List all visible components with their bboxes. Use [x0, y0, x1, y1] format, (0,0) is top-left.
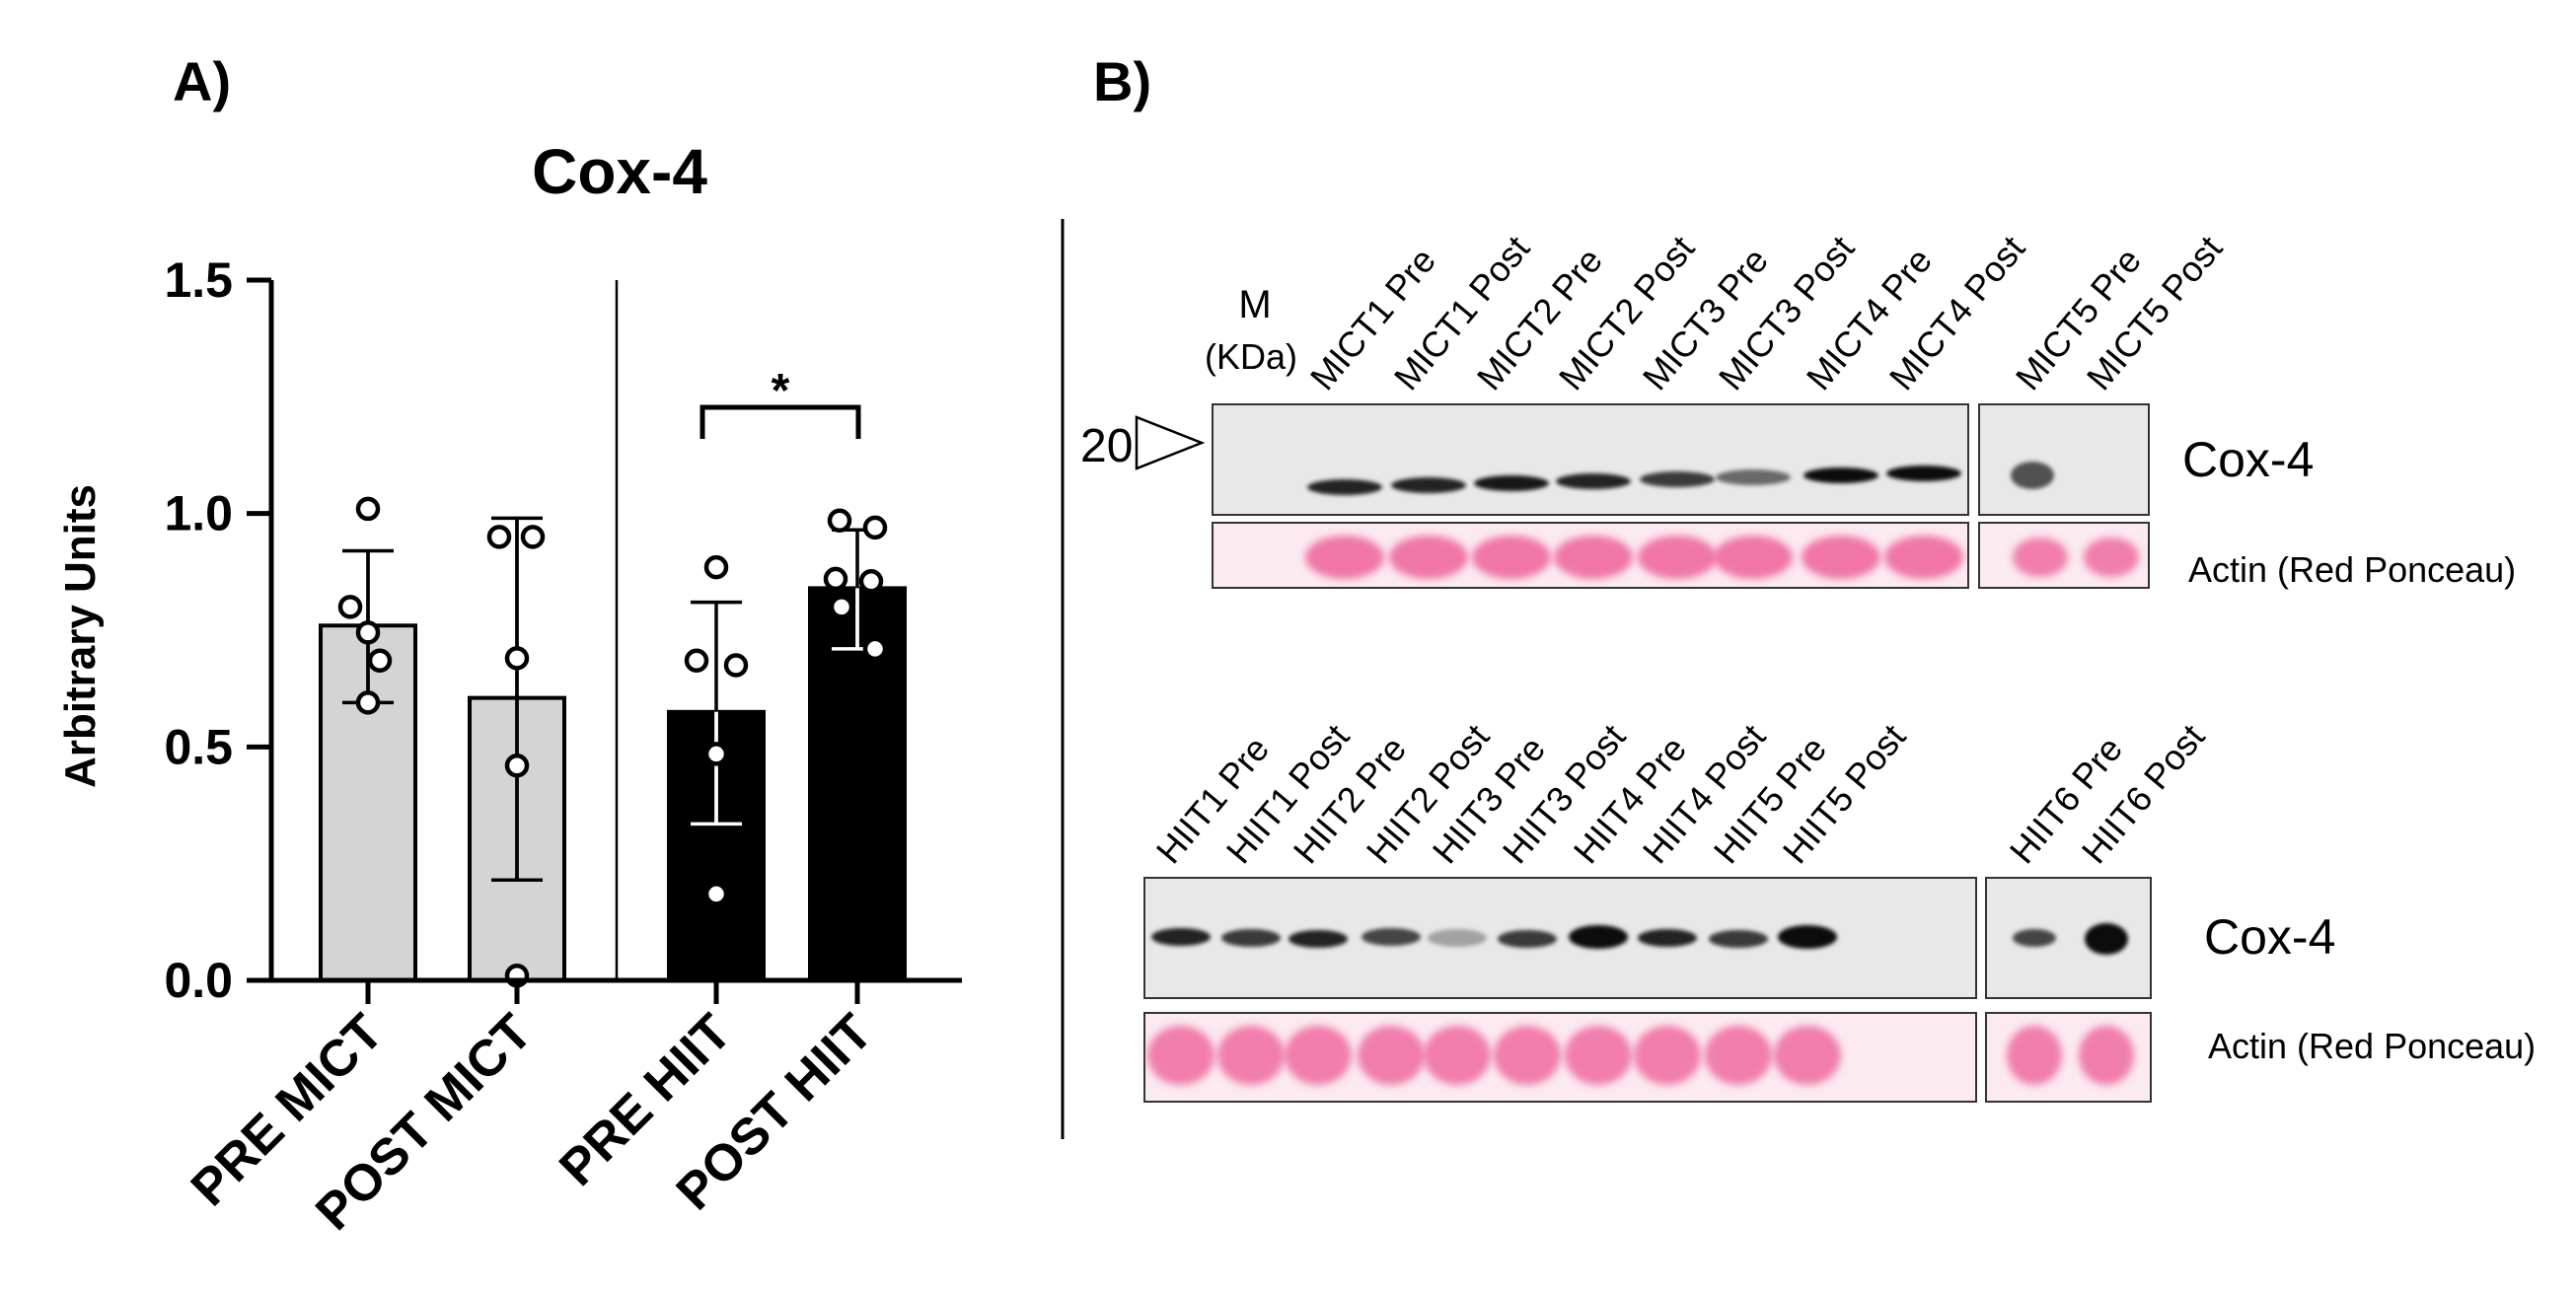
actin-band: [1305, 536, 1384, 579]
actin-band: [1285, 1026, 1352, 1085]
y-tick-label: 0.5: [164, 719, 233, 774]
actin-band: [1217, 1026, 1285, 1085]
data-point: [703, 882, 729, 906]
actin-band: [1565, 1026, 1632, 1085]
cox4-band: [1151, 928, 1211, 946]
data-point: [520, 525, 546, 549]
cox4-band: [1716, 469, 1791, 485]
actin-band: [1494, 1026, 1561, 1085]
mict-cox4-label: Cox-4: [2182, 432, 2314, 487]
data-point: [504, 646, 530, 671]
actin-band: [2013, 538, 2068, 577]
y-tick-label: 0.0: [164, 953, 233, 1008]
actin-band: [1634, 1026, 1701, 1085]
marker-label: M: [1238, 283, 1271, 326]
panel-a: A) Cox-4 Arbitrary Units 0.0 0.5 1.0 1.5 PR…: [56, 50, 962, 1242]
actin-band: [1472, 536, 1551, 579]
data-point: [684, 648, 709, 674]
cox4-band: [1803, 467, 1878, 483]
y-tick-label: 1.0: [164, 486, 233, 541]
actin-band: [1802, 536, 1880, 579]
data-point: [862, 515, 888, 540]
mict-bands: [1305, 462, 2139, 579]
y-tick-label: 1.5: [164, 252, 233, 308]
cox4-band: [1221, 929, 1281, 947]
cox4-band: [1886, 466, 1961, 481]
cox4-band: [2013, 929, 2056, 947]
panel-a-label: A): [173, 50, 231, 112]
significance-star: *: [772, 365, 790, 417]
panel-b-label: B): [1093, 50, 1151, 112]
cox4-band: [1474, 475, 1549, 491]
cox4-band: [2085, 923, 2128, 955]
marker-size: 20: [1080, 420, 1133, 472]
hiit-cox4-label: Cox-4: [2204, 909, 2335, 965]
mict-cox4-blot-side: [1978, 403, 2150, 516]
actin-band: [1774, 1026, 1841, 1085]
bar: [808, 586, 907, 983]
chart-marks: [319, 496, 907, 988]
actin-band: [1389, 536, 1468, 579]
cox4-band: [1362, 928, 1421, 946]
marker-arrowhead: [1135, 415, 1206, 470]
actin-band: [2079, 1026, 2134, 1085]
cox4-band: [1638, 929, 1697, 947]
data-point: [367, 648, 393, 674]
data-point: [486, 525, 512, 549]
actin-band: [1638, 536, 1717, 579]
actin-band: [2084, 538, 2139, 577]
marker-unit: (KDa): [1205, 336, 1297, 377]
data-point: [355, 690, 381, 715]
data-point: [355, 620, 381, 645]
data-point: [723, 653, 749, 678]
data-point: [858, 569, 884, 594]
data-point: [703, 554, 729, 580]
chart-title: Cox-4: [532, 136, 707, 207]
cox4-band: [1556, 473, 1631, 489]
actin-band: [2007, 1026, 2062, 1085]
cox4-band: [1391, 477, 1466, 493]
hiit-actin-label: Actin (Red Ponceau): [2208, 1026, 2536, 1066]
actin-band: [1884, 536, 1963, 579]
cox4-band: [1709, 930, 1768, 948]
mict-actin-label: Actin (Red Ponceau): [2188, 549, 2516, 590]
data-point: [829, 595, 854, 619]
actin-band: [1358, 1026, 1425, 1085]
data-point: [355, 496, 381, 522]
cox4-band: [1288, 930, 1348, 948]
actin-band: [1147, 1026, 1214, 1085]
data-point: [827, 508, 852, 534]
mict-cox4-blot-main: [1212, 403, 1969, 516]
data-point: [504, 754, 530, 778]
cox4-band: [2011, 462, 2054, 489]
data-point: [703, 742, 729, 766]
significance-bracket: [699, 404, 861, 439]
data-point: [862, 636, 888, 662]
actin-band: [1554, 536, 1633, 579]
data-point: [337, 595, 363, 619]
y-ticks: 0.0 0.5 1.0 1.5: [164, 252, 271, 1008]
cox4-band: [1498, 930, 1557, 948]
y-axis-label: Arbitrary Units: [56, 484, 105, 788]
actin-band: [1705, 1026, 1772, 1085]
cox4-band: [1640, 471, 1715, 487]
cox4-band: [1307, 479, 1382, 495]
hiit-cox4-blot-main: [1143, 877, 1977, 999]
cox4-band: [1428, 929, 1487, 947]
data-point: [823, 566, 848, 592]
actin-band: [1424, 1026, 1491, 1085]
hiit-bands: [1147, 923, 2134, 1085]
actin-band: [1714, 536, 1793, 579]
cox4-band: [1778, 925, 1837, 949]
cox4-band: [1569, 925, 1628, 949]
